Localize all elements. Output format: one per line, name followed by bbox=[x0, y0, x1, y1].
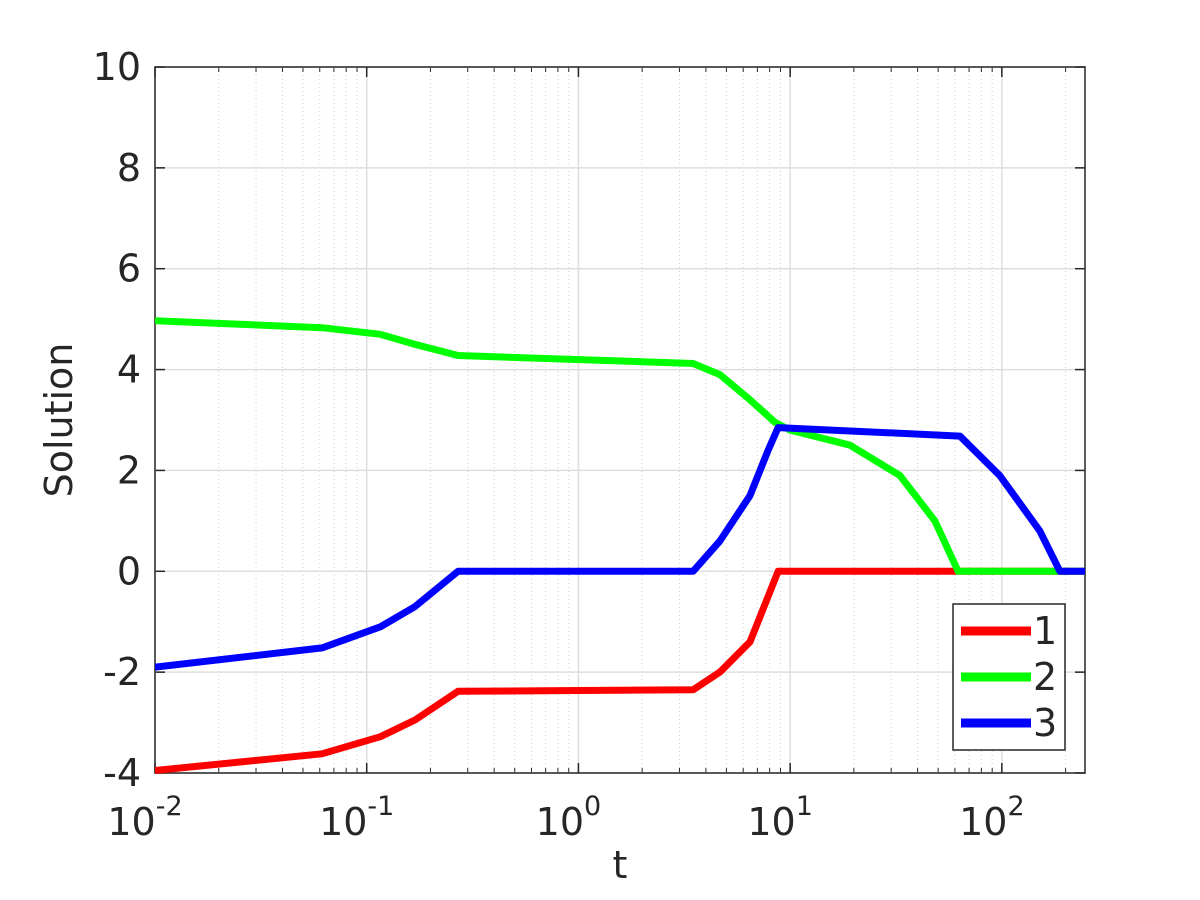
x-tick-base: 10 bbox=[747, 800, 795, 844]
y-tick-label: 10 bbox=[93, 45, 141, 89]
legend-label: 2 bbox=[1033, 655, 1057, 699]
x-tick-label: 102 bbox=[959, 791, 1025, 844]
y-tick-label: 6 bbox=[117, 247, 141, 291]
y-tick-label: 0 bbox=[117, 549, 141, 593]
legend-label: 1 bbox=[1033, 609, 1057, 653]
series-line bbox=[155, 424, 1085, 671]
x-tick-label: 101 bbox=[747, 791, 813, 844]
legend-label: 3 bbox=[1033, 701, 1057, 745]
x-tick-exponent: 2 bbox=[1007, 791, 1024, 822]
x-tick-base: 10 bbox=[959, 800, 1007, 844]
x-tick-label: 100 bbox=[536, 791, 602, 844]
y-tick-label: -2 bbox=[103, 650, 141, 694]
y-axis-label: Solution bbox=[37, 343, 81, 498]
x-tick-exponent: -1 bbox=[367, 791, 394, 822]
x-tick-label: 10-2 bbox=[107, 791, 182, 844]
x-tick-exponent: 0 bbox=[584, 791, 601, 822]
x-tick-exponent: -2 bbox=[156, 791, 183, 822]
y-tick-label: 8 bbox=[117, 146, 141, 190]
series-line bbox=[155, 317, 1085, 575]
x-tick-base: 10 bbox=[536, 800, 584, 844]
x-tick-base: 10 bbox=[319, 800, 367, 844]
series-line bbox=[155, 567, 1085, 774]
plot-frame bbox=[154, 66, 1086, 774]
x-tick-label: 10-1 bbox=[319, 791, 394, 844]
x-axis-label: t bbox=[613, 843, 628, 887]
y-tick-label: 2 bbox=[117, 448, 141, 492]
x-tick-exponent: 1 bbox=[796, 791, 813, 822]
y-tick-label: 4 bbox=[117, 348, 141, 392]
y-tick-label: -4 bbox=[103, 751, 141, 795]
x-tick-base: 10 bbox=[107, 800, 155, 844]
